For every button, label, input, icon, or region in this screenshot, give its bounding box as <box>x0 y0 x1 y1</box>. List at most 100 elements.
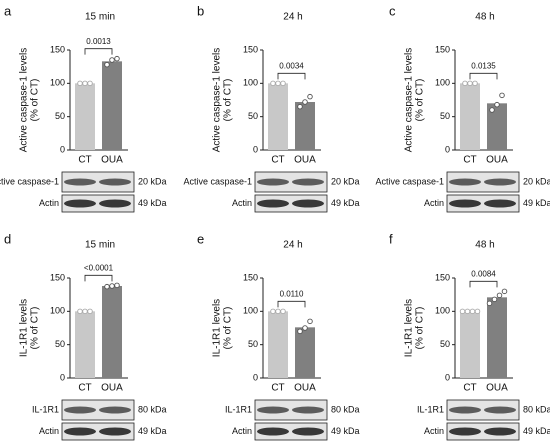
significance-bracket <box>84 274 113 282</box>
bar <box>487 103 507 150</box>
significance-bracket <box>277 72 306 80</box>
y-axis-label: IL-1R1 levels <box>404 299 415 357</box>
blot-size: 20 kDa <box>138 176 167 186</box>
blot-band <box>99 406 131 414</box>
chart-title: 48 h <box>475 240 494 251</box>
blot-label: IL-1R1 <box>32 404 59 414</box>
y-axis-label: Active caspase-1 levels <box>404 48 415 153</box>
bar <box>102 286 122 378</box>
y-axis-label: IL-1R1 levels <box>19 299 30 357</box>
p-value: 0.0110 <box>280 289 304 298</box>
blot-image <box>254 399 328 421</box>
blot-label: Actin <box>424 198 444 208</box>
blot-label: Active caspase-1 <box>375 176 444 186</box>
bar <box>268 83 288 150</box>
data-point <box>297 328 303 335</box>
data-point <box>496 292 503 299</box>
y-tick-label: 0 <box>253 372 258 382</box>
blot-size: 20 kDa <box>523 176 550 186</box>
y-tick-label: 150 <box>243 272 258 282</box>
p-value: 0.0135 <box>471 61 496 70</box>
blot-size: 80 kDa <box>331 404 360 414</box>
p-value: 0.0084 <box>471 269 496 278</box>
y-tick-label: 0 <box>445 144 450 154</box>
y-tick-label: 100 <box>435 78 450 88</box>
blot-band <box>99 178 131 186</box>
bar <box>268 311 288 378</box>
x-tick-label: OUA <box>486 155 508 166</box>
blot-band <box>484 406 516 414</box>
blot-size: 49 kDa <box>138 198 167 208</box>
blot-image <box>61 171 135 193</box>
blot-band <box>292 178 324 186</box>
blot-band <box>257 178 289 186</box>
blot-size: 49 kDa <box>138 426 167 436</box>
blot-band <box>292 427 324 436</box>
blot-image <box>446 171 520 193</box>
bar <box>487 297 507 378</box>
y-axis-label: (% of CT) <box>415 307 426 350</box>
data-point <box>87 308 93 315</box>
panel-letter: a <box>4 3 12 18</box>
y-tick-label: 50 <box>248 339 258 349</box>
blot-band <box>257 199 289 208</box>
blot-band <box>449 406 481 414</box>
blot-label: IL-1R1 <box>225 404 252 414</box>
y-tick-label: 150 <box>435 272 450 282</box>
data-point <box>297 103 303 110</box>
data-point <box>270 308 276 315</box>
data-point <box>104 61 110 68</box>
y-tick-label: 100 <box>435 306 450 316</box>
blot-band <box>64 427 96 436</box>
y-tick-label: 50 <box>440 111 450 121</box>
y-tick-label: 100 <box>243 306 258 316</box>
data-point <box>499 92 505 99</box>
chart-title: 24 h <box>283 12 302 23</box>
panel-letter: f <box>389 231 393 246</box>
blot-band <box>484 178 516 186</box>
y-axis-label: (% of CT) <box>30 307 41 350</box>
blot-size: 49 kDa <box>523 198 550 208</box>
blot-band <box>257 406 289 414</box>
x-tick-label: CT <box>271 155 284 166</box>
bar <box>102 61 122 151</box>
blot-band <box>484 199 516 208</box>
x-tick-label: CT <box>271 383 284 394</box>
data-point <box>467 80 473 87</box>
y-tick-label: 100 <box>243 78 258 88</box>
bar <box>295 102 315 150</box>
data-point <box>280 308 286 315</box>
data-point <box>491 296 498 303</box>
blot-band <box>99 199 131 208</box>
data-point <box>82 80 88 87</box>
blot-size: 80 kDa <box>138 404 167 414</box>
y-tick-label: 0 <box>60 372 65 382</box>
blot-band <box>484 427 516 436</box>
data-point <box>494 101 500 108</box>
blot-size: 49 kDa <box>331 198 360 208</box>
x-tick-label: CT <box>463 383 476 394</box>
data-point <box>474 308 481 315</box>
y-axis-label: (% of CT) <box>223 79 234 122</box>
blot-band <box>449 199 481 208</box>
blot-band <box>64 178 96 186</box>
y-tick-label: 100 <box>50 306 65 316</box>
blot-image <box>254 194 328 213</box>
chart-title: 15 min <box>85 240 115 251</box>
significance-bracket <box>84 48 113 55</box>
blot-band <box>449 178 481 186</box>
data-point <box>87 80 93 87</box>
x-tick-label: OUA <box>486 383 508 394</box>
p-value: 0.0013 <box>86 37 111 46</box>
blot-label: Active caspase-1 <box>183 176 252 186</box>
data-point <box>275 308 281 315</box>
blot-band <box>292 199 324 208</box>
blot-image <box>61 399 135 421</box>
blot-image <box>61 194 135 213</box>
data-point <box>302 99 308 105</box>
data-point <box>114 282 120 289</box>
blot-size: 49 kDa <box>523 426 550 436</box>
bar <box>75 83 95 150</box>
data-point <box>472 80 478 87</box>
significance-bracket <box>469 72 498 80</box>
